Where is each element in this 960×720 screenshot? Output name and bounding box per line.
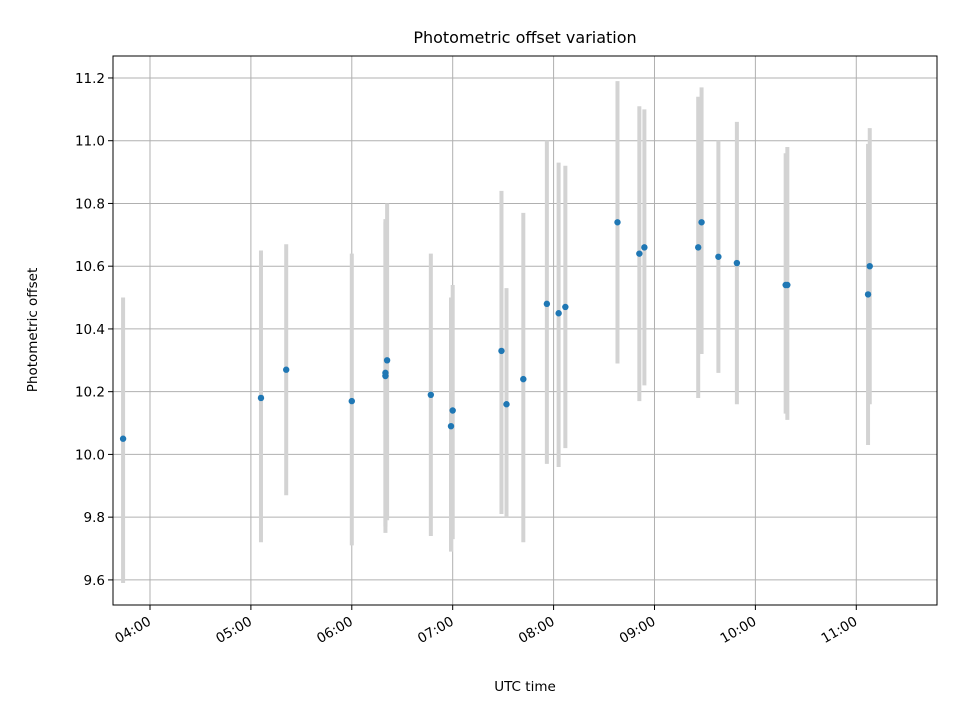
y-axis-ticks: 9.6 9.8 10.0 10.2 10.4 10.6 10.8 11.0 11.2	[75, 71, 113, 589]
y-tick-label: 10.2	[75, 385, 105, 401]
y-tick-label: 9.8	[84, 510, 105, 526]
data-point	[562, 303, 569, 311]
y-tick-label: 10.0	[75, 447, 105, 463]
y-tick-label: 10.6	[75, 259, 105, 275]
data-point	[641, 244, 648, 251]
data-point	[520, 375, 527, 383]
chart-title: Photometric offset variation	[413, 28, 636, 47]
data-point	[784, 281, 791, 289]
data-point	[614, 219, 621, 226]
data-point	[498, 347, 505, 355]
data-point	[864, 291, 872, 298]
data-points	[119, 219, 873, 442]
data-point	[715, 253, 722, 260]
data-point	[427, 391, 435, 399]
data-point	[503, 401, 510, 408]
data-point	[636, 250, 643, 257]
y-tick-label: 11.2	[75, 71, 105, 87]
y-tick-label: 9.6	[84, 573, 105, 589]
y-tick-label: 10.4	[75, 322, 105, 338]
data-point	[698, 219, 705, 226]
data-point	[383, 357, 391, 364]
data-point	[447, 422, 455, 430]
data-point	[283, 366, 290, 373]
data-point	[348, 397, 355, 405]
data-point	[119, 435, 127, 442]
y-axis-label: Photometric offset	[25, 268, 41, 392]
y-tick-label: 10.8	[75, 196, 105, 212]
data-point	[382, 369, 389, 377]
y-tick-label: 11.0	[75, 134, 105, 150]
data-point	[555, 310, 562, 317]
data-point	[257, 394, 265, 402]
data-point	[695, 244, 702, 251]
data-point	[733, 259, 741, 267]
data-point	[449, 407, 456, 414]
data-point	[543, 300, 551, 308]
x-axis-label: UTC time	[494, 679, 556, 695]
data-point	[866, 262, 873, 270]
plot-frame	[112, 55, 938, 606]
